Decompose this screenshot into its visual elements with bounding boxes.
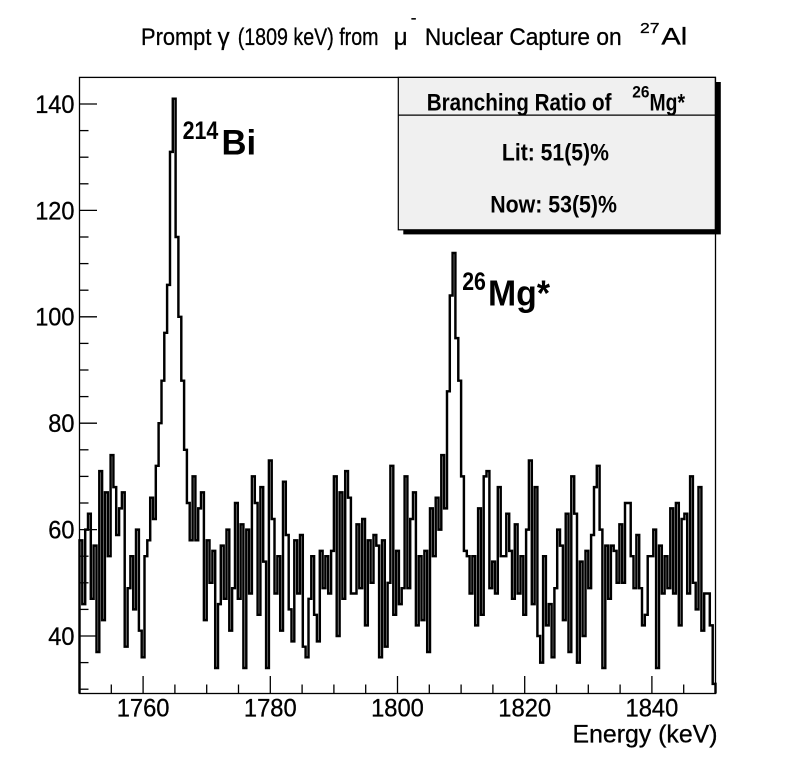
svg-text:Bi: Bi [222,124,257,163]
svg-text:40: 40 [48,623,74,651]
svg-text:26: 26 [462,268,486,296]
svg-text:26: 26 [632,83,649,102]
svg-text:Prompt: Prompt [141,24,212,51]
svg-text:Mg*: Mg* [488,272,550,313]
svg-text:27: 27 [640,20,660,37]
svg-text:1760: 1760 [117,695,170,723]
svg-text:Nuclear Capture on: Nuclear Capture on [425,24,622,51]
svg-text:80: 80 [48,410,74,438]
svg-text:Now: 53(5)%: Now: 53(5)% [490,191,617,218]
svg-text:Branching Ratio of: Branching Ratio of [427,90,613,117]
svg-text:214: 214 [183,117,219,145]
svg-text:1820: 1820 [498,695,551,723]
svg-text:120: 120 [35,197,74,225]
svg-text:γ: γ [218,24,230,51]
svg-text:Energy (keV): Energy (keV) [573,720,718,748]
svg-text:140: 140 [35,91,74,119]
svg-text:Mg*: Mg* [650,90,686,117]
svg-text:1780: 1780 [244,695,297,723]
svg-text:100: 100 [35,304,74,332]
svg-text:Lit: 51(5)%: Lit: 51(5)% [502,140,609,167]
svg-text:μ: μ [394,24,408,51]
svg-text:-: - [411,9,417,28]
svg-text:1840: 1840 [626,695,679,723]
svg-text:(1809 keV) from: (1809 keV) from [238,24,379,51]
svg-text:60: 60 [48,517,74,545]
svg-text:Al: Al [661,24,687,51]
svg-text:1800: 1800 [371,695,424,723]
